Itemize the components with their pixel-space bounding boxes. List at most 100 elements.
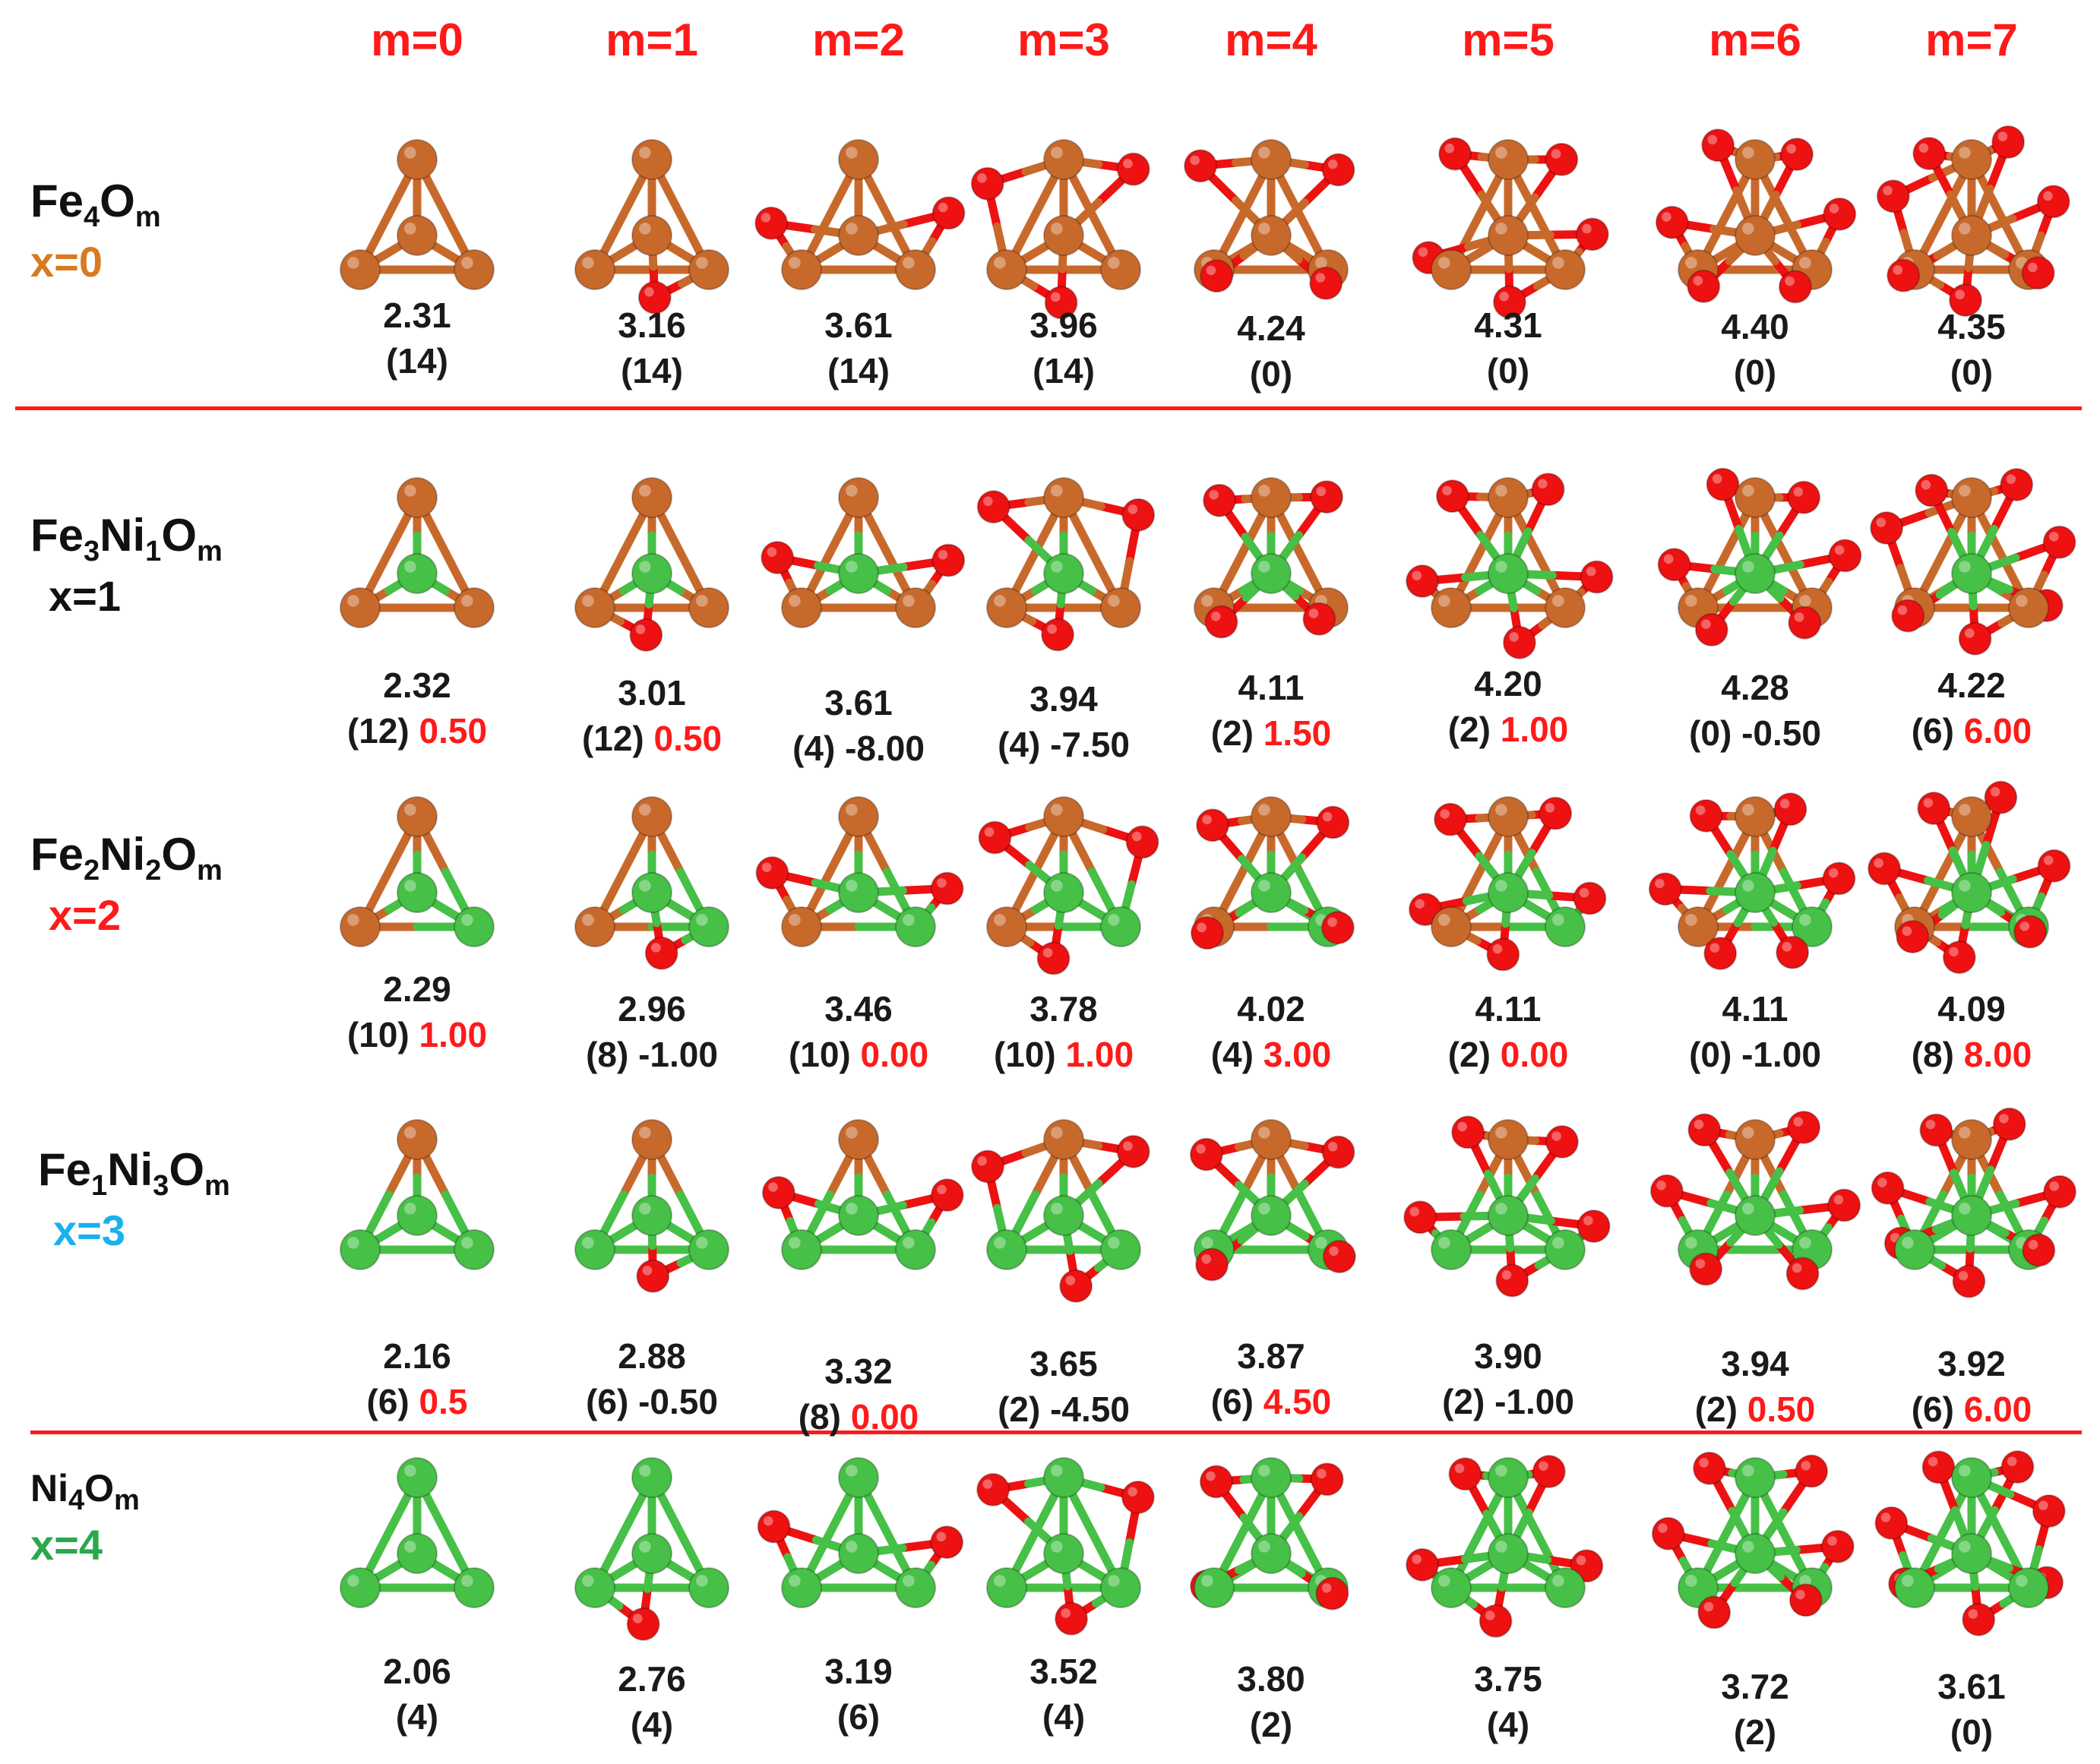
atom-highlight [1923,798,1934,808]
oxygen-atom [1322,1240,1356,1274]
spin-multiplicity: (2) [1733,1712,1777,1752]
cluster-structure-r0-m7 [1876,125,2070,318]
column-header-m0: m=0 [371,14,463,65]
atom-highlight [1829,204,1839,213]
energy-value: 3.32 [824,1351,893,1391]
oxygen-atom [2022,1233,2056,1267]
oxygen-atom [2021,256,2055,290]
atom-highlight [994,1237,1006,1249]
row-formula: Fe2Ni2Om [30,829,223,887]
nickel-atom [2008,1567,2049,1608]
atom-highlight [846,1465,858,1477]
atom-highlight [1742,880,1754,892]
atom-highlight [1209,490,1219,500]
spin-multiplicity: (0) [1950,1712,1994,1752]
spin-multiplicity: (4) [1210,1035,1254,1074]
atom-highlight [1799,257,1811,269]
atom-highlight [404,880,416,892]
atom-highlight [937,877,947,888]
atom-highlight [846,147,858,159]
energy-value: 4.24 [1237,308,1305,348]
atom-highlight [1701,619,1711,630]
nickel-atom [838,1533,879,1574]
atom-highlight [1955,289,1965,300]
atom-highlight [461,914,473,926]
moment-difference: -1.00 [1494,1382,1574,1421]
nickel-atom [1488,553,1529,594]
atom-highlight [1742,561,1754,573]
iron-atom [1488,796,1529,837]
spin-multiplicity: (2) [1447,1035,1491,1074]
cluster-structure-r4-m1 [574,1457,729,1641]
cell-value-r4-m3: 3.52 (4) [950,1649,1178,1740]
oxygen-atom [1992,1107,2026,1141]
spin-line: (2) 1.50 [1157,710,1385,756]
atom-highlight [1108,914,1120,926]
spin-line: (0) [1641,349,1869,395]
spin-multiplicity: (6) [586,1382,629,1421]
nickel-atom [1545,906,1586,947]
atom-highlight [1201,1575,1213,1587]
atom-highlight [461,1237,473,1249]
spin-line: (2) 0.50 [1641,1386,1869,1432]
nickel-atom [1488,1457,1529,1498]
cell-value-r1-m0: 2.32 (12) 0.50 [303,662,531,754]
nickel-atom [838,872,879,913]
cell-value-r1-m7: 4.22 (6) 6.00 [1858,662,2086,754]
atom-highlight [1663,554,1674,564]
spin-multiplicity: (2) [998,1389,1041,1429]
cell-value-r2-m4: 4.02 (4) 3.00 [1157,986,1385,1077]
atom-highlight [1412,571,1422,580]
atom-highlight [696,257,708,269]
atom-highlight [1418,247,1428,258]
energy-value: 3.92 [1937,1344,2006,1383]
oxygen-atom [1479,1604,1513,1638]
oxygen-atom [757,1510,791,1544]
cluster-structure-r2-m7 [1868,780,2071,975]
spin-line: (4) -8.00 [745,726,973,771]
atom-highlight [1051,1541,1063,1553]
atom-highlight [1959,223,1971,235]
cluster-structure-r1-m2 [761,477,966,628]
spin-multiplicity: (4) [792,729,836,768]
atom-highlight [1959,804,1971,816]
spin-line: (2) [1157,1702,1385,1747]
spin-line: (0) [1157,351,1385,397]
oxygen-atom [1502,625,1536,659]
moment-difference: 0.50 [419,711,488,751]
cluster-structure-r1-m6 [1657,467,1862,647]
atom-highlight [903,257,915,269]
moment-difference: 1.50 [1263,713,1332,753]
atom-highlight [1782,942,1792,952]
iron-atom [1545,587,1586,628]
cell-value-r1-m3: 3.94 (4) -7.50 [950,676,1178,767]
cell-value-r2-m0: 2.29 (10) 1.00 [303,966,531,1057]
iron-atom [838,215,879,256]
nickel-atom [781,1229,822,1270]
iron-atom [1043,1119,1084,1160]
atom-highlight [1959,561,1971,573]
oxygen-atom [1871,1171,1905,1205]
iron-atom [1488,139,1529,180]
atom-highlight [977,173,987,183]
atom-highlight [1440,809,1450,819]
atom-highlight [1551,1131,1561,1141]
nickel-atom [838,1195,879,1236]
atom-highlight [1315,257,1327,269]
oxygen-atom [1649,1174,1684,1208]
atom-highlight [1707,134,1718,145]
atom-highlight [1959,1127,1971,1139]
atom-highlight [984,827,995,837]
spin-multiplicity: (14) [621,351,683,390]
atom-highlight [404,485,416,497]
atom-highlight [582,257,594,269]
oxygen-atom [1316,805,1350,839]
atom-highlight [846,880,858,892]
oxygen-atom [1655,205,1689,239]
atom-highlight [789,914,801,926]
oxygen-atom [1958,621,1992,656]
row-formula: Ni4Om [30,1467,140,1516]
nickel-atom [631,1195,672,1236]
energy-value: 3.78 [1029,989,1098,1029]
cell-value-r1-m1: 3.01 (12) 0.50 [538,670,766,761]
